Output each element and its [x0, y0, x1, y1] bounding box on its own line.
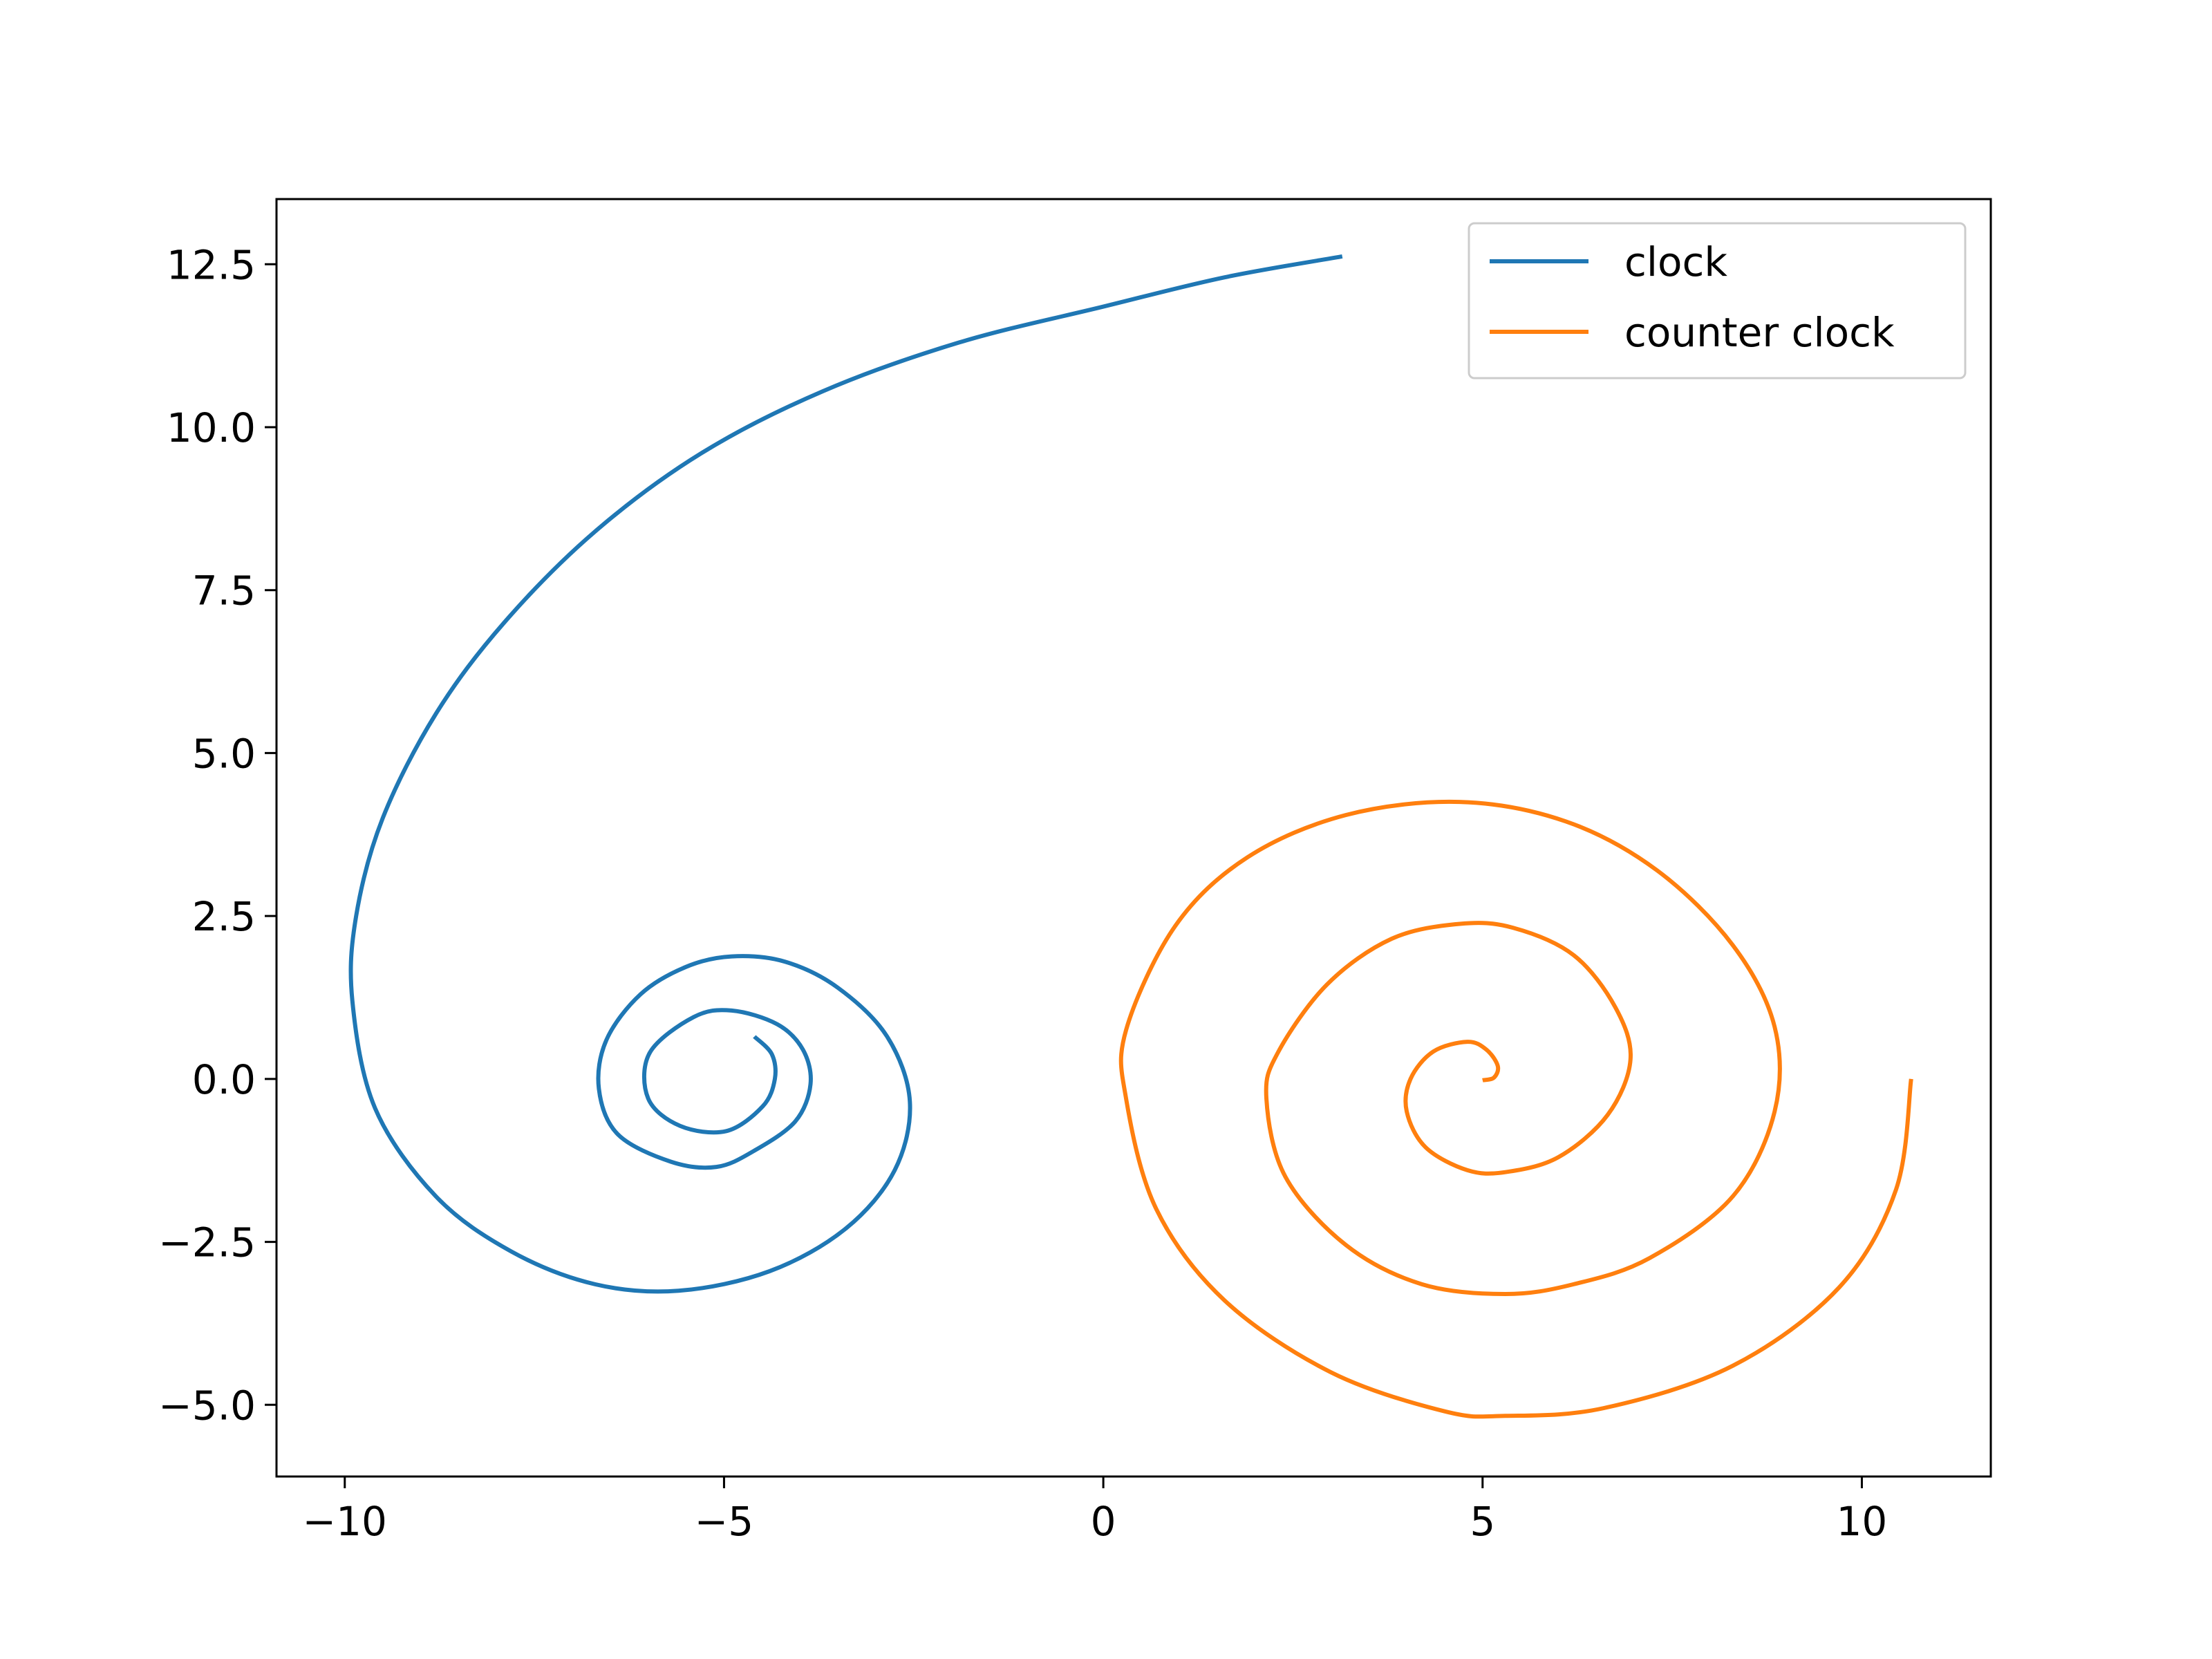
plot-frame: [275, 198, 1992, 1478]
y-axis: −5.0 −2.5 0.0 2.5 5.0 7.5 10.0 12.5: [158, 241, 276, 1429]
x-axis: −10 −5 0 5 10: [303, 1477, 1888, 1545]
x-tick-label: −10: [303, 1498, 387, 1545]
y-tick-label: −5.0: [158, 1382, 256, 1429]
x-tick-label: 0: [1091, 1498, 1116, 1545]
y-tick-label: −2.5: [158, 1219, 256, 1266]
x-tick-label: 5: [1470, 1498, 1495, 1545]
legend-frame: [1468, 222, 1967, 379]
y-tick-label: 7.5: [192, 568, 256, 615]
series-line-clock: [348, 254, 1343, 1294]
y-tick-label: 2.5: [192, 893, 256, 940]
x-tick-label: −5: [695, 1498, 754, 1545]
y-tick-label: 10.0: [167, 404, 256, 451]
y-tick-label: 0.0: [192, 1056, 256, 1103]
series-layer: [348, 254, 1913, 1419]
y-tick-label: 5.0: [192, 730, 256, 777]
y-tick-label: 12.5: [167, 241, 256, 288]
legend: clock counter clock: [1468, 222, 1967, 379]
plot-area-background: [276, 199, 1991, 1477]
legend-label-clock: clock: [1624, 238, 1727, 285]
legend-label-counter-clock: counter clock: [1624, 309, 1895, 356]
x-tick-label: 10: [1837, 1498, 1888, 1545]
series-line-counter-clock: [1118, 799, 1913, 1419]
